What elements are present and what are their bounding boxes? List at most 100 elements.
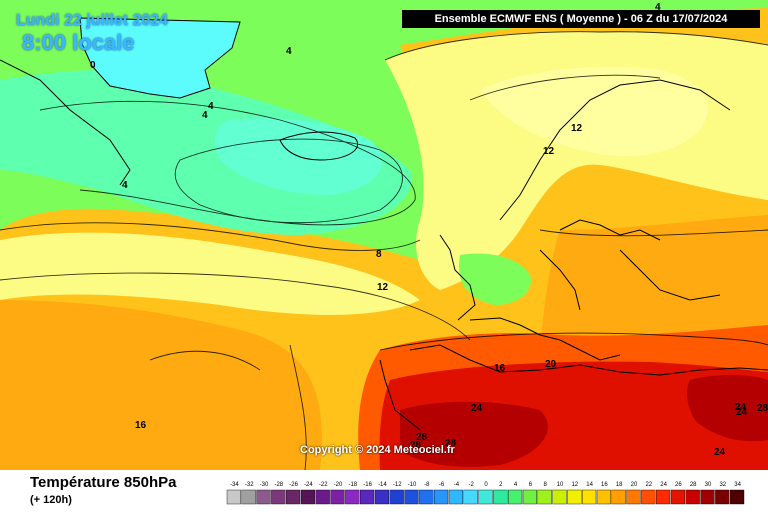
- field-deep-red-core: [400, 401, 548, 467]
- scale-swatch: [537, 489, 552, 505]
- forecast-lead-time: (+ 120h): [30, 494, 72, 506]
- copyright-notice: Copyright © 2024 Meteociel.fr: [300, 444, 455, 456]
- scale-swatch: [389, 489, 404, 505]
- scale-tick-label: 12: [571, 482, 578, 488]
- scale-swatch: [241, 489, 256, 505]
- scale-tick-label: -22: [319, 482, 328, 488]
- temperature-color-scale: -34 -32 -30 -28 -26 -24 -22 -20 -18 -16 -14 -12 -10-…: [226, 482, 745, 505]
- scale-swatch: [730, 489, 745, 505]
- scale-tick-label: 4: [514, 482, 518, 488]
- scale-tick-label: -32: [245, 482, 254, 488]
- contour-label: 28: [416, 432, 428, 443]
- scale-tick-label: -10: [408, 482, 417, 488]
- contour-labels: 0 4 4 4 4 4 8 12 12 12 16 16 20 24 24 24…: [90, 2, 768, 458]
- field-orange-atlantic-south: [0, 300, 322, 470]
- scale-tick-label: 28: [690, 482, 697, 488]
- scale-swatch: [493, 489, 508, 505]
- contour-label: 16: [135, 420, 147, 431]
- scale-swatch: [419, 489, 434, 505]
- contour-label: 12: [571, 123, 583, 134]
- scale-swatch: [582, 489, 597, 505]
- scale-tick-label: 26: [675, 482, 682, 488]
- scale-tick-label: -24: [304, 482, 313, 488]
- scale-swatch: [715, 489, 730, 505]
- scale-tick-label: 24: [660, 482, 667, 488]
- scale-tick-label: 0: [484, 482, 488, 488]
- scale-tick-label: 6: [529, 482, 533, 488]
- scale-tick-label: -18: [348, 482, 357, 488]
- scale-swatch: [463, 489, 478, 505]
- scale-tick-label: -4: [454, 482, 460, 488]
- scale-tick-label: 22: [645, 482, 652, 488]
- scale-swatch: [626, 489, 641, 505]
- scale-swatch: [315, 489, 330, 505]
- scale-swatch: [448, 489, 464, 505]
- field-deep-red-east: [687, 375, 768, 442]
- scale-tick-label: 30: [705, 482, 712, 488]
- scale-tick-label: 8: [544, 482, 548, 488]
- scale-tick-label: -8: [424, 482, 430, 488]
- contour-label: 12: [377, 282, 389, 293]
- isotherms: [0, 31, 768, 470]
- contour-label: 16: [494, 363, 506, 374]
- field-yellow-azores: [0, 232, 420, 315]
- contour-label: 28: [445, 438, 457, 449]
- scale-swatch: [345, 489, 360, 505]
- scale-tick-label: -16: [363, 482, 372, 488]
- scale-swatch: [226, 489, 242, 505]
- scale-tick-label: -28: [274, 482, 283, 488]
- scale-swatch: [271, 489, 286, 505]
- contour-label: 28: [410, 440, 422, 451]
- contour-label: 24: [714, 447, 726, 458]
- scale-tick-label: -2: [469, 482, 475, 488]
- contour-label: 4: [655, 2, 661, 13]
- scale-swatch: [641, 489, 656, 505]
- scale-tick-label: 16: [601, 482, 608, 488]
- contour-label: 4: [286, 46, 292, 57]
- scale-swatch: [656, 489, 671, 505]
- scale-swatch: [700, 489, 715, 505]
- scale-swatch: [478, 489, 493, 505]
- contour-label: 4: [208, 101, 214, 112]
- scale-swatch: [522, 489, 538, 505]
- field-orange-east: [540, 215, 768, 345]
- scale-swatch: [374, 489, 390, 505]
- scale-tick-label: 34: [734, 482, 741, 488]
- scale-tick-label: 32: [719, 482, 726, 488]
- scale-swatch: [670, 489, 686, 505]
- scale-tick-label: -34: [230, 482, 239, 488]
- scale-swatch: [611, 489, 626, 505]
- scale-swatch: [567, 489, 582, 505]
- scale-tick-label: 18: [616, 482, 623, 488]
- scale-tick-label: 10: [557, 482, 564, 488]
- forecast-local-time: 8:00 locale: [22, 30, 135, 55]
- scale-tick-label: 2: [499, 482, 503, 488]
- field-green-north-sea: [459, 253, 531, 305]
- contour-label: 4: [202, 110, 208, 121]
- scale-tick-label: -6: [439, 482, 445, 488]
- scale-tick-label: 14: [586, 482, 593, 488]
- contour-label: 8: [376, 249, 382, 260]
- scale-tick-label: -30: [260, 482, 269, 488]
- scale-swatch: [359, 489, 375, 505]
- contour-label: 28: [757, 403, 768, 414]
- temperature-map: 0 4 4 4 4 4 8 12 12 12 16 16 20 24 24 24…: [0, 0, 768, 470]
- scale-swatch: [286, 489, 301, 505]
- scale-swatch: [596, 489, 612, 505]
- coastlines: [0, 17, 768, 431]
- scale-swatch: [685, 489, 700, 505]
- scale-swatch: [300, 489, 316, 505]
- contour-label: 4: [122, 180, 128, 191]
- scale-tick-label: 20: [631, 482, 638, 488]
- field-pale-yellow-core: [480, 66, 708, 156]
- scale-swatch: [433, 489, 449, 505]
- scale-swatch: [404, 489, 419, 505]
- scale-swatch: [330, 489, 345, 505]
- field-very-cold-greenland: [80, 18, 240, 98]
- scale-tick-label: -12: [393, 482, 402, 488]
- scale-tick-label: -26: [289, 482, 298, 488]
- forecast-date: Lundi 22 juillet 2024: [16, 12, 169, 29]
- forecast-time-block: Lundi 22 juillet 2024 8:00 locale: [16, 12, 168, 56]
- contour-label: 0: [90, 60, 96, 71]
